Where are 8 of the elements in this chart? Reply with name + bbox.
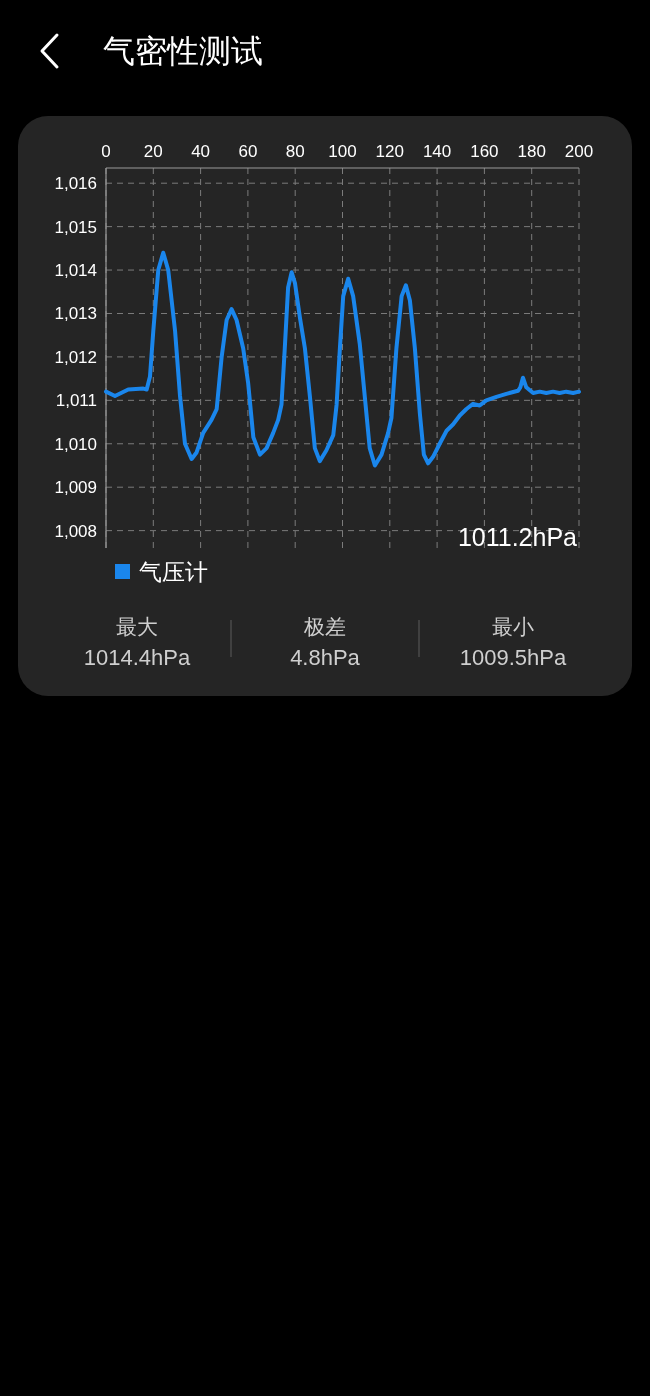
annotation: 最大 xyxy=(116,615,158,638)
annotation: 极差 xyxy=(304,615,346,638)
annotation: 1011.2hPa xyxy=(457,523,577,551)
title: 气密性测试 xyxy=(103,33,263,69)
annotation: 1009.5hPa xyxy=(459,645,567,670)
annotation: 最小 xyxy=(492,615,534,638)
annotation: 4.8hPa xyxy=(290,645,360,670)
annotation: 1014.4hPa xyxy=(83,645,191,670)
